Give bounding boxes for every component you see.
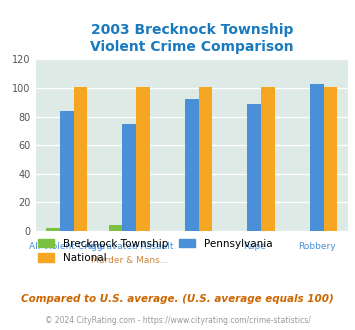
Bar bbox=[136, 86, 150, 231]
Title: 2003 Brecknock Township
Violent Crime Comparison: 2003 Brecknock Township Violent Crime Co… bbox=[90, 23, 294, 54]
Text: Murder & Mans...: Murder & Mans... bbox=[91, 256, 168, 265]
Bar bbox=[198, 86, 212, 231]
Bar bbox=[247, 104, 261, 231]
Bar bbox=[46, 228, 60, 231]
Text: © 2024 CityRating.com - https://www.cityrating.com/crime-statistics/: © 2024 CityRating.com - https://www.city… bbox=[45, 315, 310, 325]
Text: Compared to U.S. average. (U.S. average equals 100): Compared to U.S. average. (U.S. average … bbox=[21, 294, 334, 304]
Text: Aggravated Assault: Aggravated Assault bbox=[85, 242, 174, 251]
Text: Robbery: Robbery bbox=[298, 242, 335, 251]
Bar bbox=[60, 111, 73, 231]
Legend: Brecknock Township, National, Pennsylvania: Brecknock Township, National, Pennsylvan… bbox=[34, 235, 276, 267]
Bar bbox=[261, 86, 275, 231]
Bar bbox=[185, 99, 198, 231]
Bar bbox=[323, 86, 337, 231]
Bar bbox=[109, 225, 122, 231]
Bar bbox=[310, 84, 323, 231]
Bar bbox=[73, 86, 87, 231]
Text: All Violent Crime: All Violent Crime bbox=[29, 242, 105, 251]
Bar bbox=[122, 124, 136, 231]
Text: Rape: Rape bbox=[243, 242, 266, 251]
